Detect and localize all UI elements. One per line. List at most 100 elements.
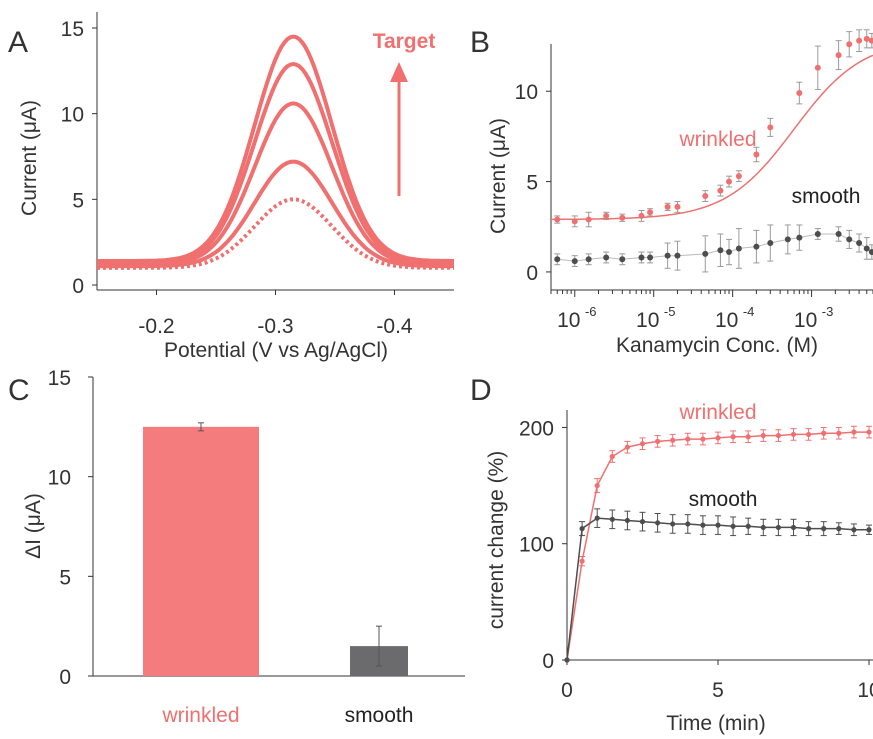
panel-c-ylabel: ΔI (μA) bbox=[22, 493, 45, 559]
panel-d-smooth-point bbox=[821, 526, 827, 532]
panel-b-smooth-point bbox=[856, 240, 863, 247]
panel-b-wrinkled-point bbox=[767, 124, 774, 131]
panel-d-smooth-point bbox=[745, 523, 751, 529]
panel-d-wrinkled-line bbox=[566, 431, 869, 661]
panel-b-wrinkled-point bbox=[603, 212, 610, 219]
panel-b-smooth-point bbox=[619, 256, 626, 263]
panel-d-wrinkled-point bbox=[821, 430, 827, 436]
panel-b-smooth-point bbox=[717, 247, 724, 254]
panel-b-wrinkled-label: wrinkled bbox=[678, 128, 756, 151]
panel-d: 0 100 200 0 5 10 bbox=[519, 410, 873, 702]
panel-d-wrinkled-point bbox=[760, 432, 766, 439]
panel-d-smooth-point bbox=[775, 524, 782, 531]
panel-d-smooth-point bbox=[760, 524, 766, 531]
panel-b-smooth-point bbox=[814, 230, 821, 237]
panel-d-wrinkled-point bbox=[806, 431, 812, 438]
panel-d-ylabel: current change (%) bbox=[485, 451, 508, 630]
panel-d-wrinkled-point bbox=[639, 441, 646, 447]
panel-d-xtick-label: 0 bbox=[561, 679, 573, 702]
panel-b-smooth-point bbox=[664, 252, 671, 259]
panel-d-wrinkled-point bbox=[851, 429, 857, 435]
panel-d-wrinkled-point bbox=[836, 430, 842, 436]
panel-a-ytick-label: 5 bbox=[72, 189, 84, 212]
panel-d-wrinkled-point bbox=[609, 453, 615, 460]
panel-a-ytick-label: 0 bbox=[72, 275, 84, 298]
panel-letter-d: D bbox=[470, 374, 492, 407]
panel-d-smooth-point bbox=[655, 520, 661, 526]
panel-c-category-label-wrinkled: wrinkled bbox=[161, 704, 239, 727]
panel-a-target-annotation: Target bbox=[373, 30, 436, 53]
panel-b-wrinkled-point bbox=[863, 35, 870, 42]
panel-b-smooth-point bbox=[868, 249, 873, 256]
panel-d-ytick-label: 0 bbox=[542, 650, 554, 673]
panel-b-wrinkled-point bbox=[726, 178, 733, 185]
panel-d-smooth-point bbox=[594, 515, 600, 521]
panel-a-voltammogram-1 bbox=[97, 197, 455, 270]
panel-d-smooth-point bbox=[730, 523, 736, 529]
panel-b-wrinkled-fit-line bbox=[551, 54, 873, 221]
panel-d-smooth-point bbox=[866, 527, 872, 533]
panel-d-wrinkled-point bbox=[700, 436, 706, 442]
panel-d-smooth-point bbox=[639, 519, 646, 525]
panel-d-wrinkled-point bbox=[775, 432, 782, 439]
panel-d-wrinkled-point bbox=[579, 558, 585, 564]
panel-d-smooth-point bbox=[715, 522, 721, 528]
panel-b-wrinkled-point bbox=[796, 90, 803, 97]
panel-b-smooth-point bbox=[735, 245, 742, 252]
panel-a-xtick-label: -0.3 bbox=[257, 315, 293, 338]
panel-b-smooth-point bbox=[863, 245, 870, 252]
panel-d-smooth-point bbox=[670, 521, 676, 527]
panel-d-smooth-point bbox=[624, 517, 631, 524]
panel-b-smooth-point bbox=[753, 243, 760, 250]
panel-b-smooth-point bbox=[726, 249, 733, 256]
panel-b-wrinkled-point bbox=[717, 187, 724, 194]
panel-b-wrinkled-point bbox=[856, 37, 863, 44]
panel-c-ytick-label: 0 bbox=[59, 666, 71, 689]
panel-d-wrinkled-point bbox=[685, 436, 691, 442]
panel-a-xlabel: Potential (V vs Ag/AgCl) bbox=[164, 339, 388, 362]
panel-b-wrinkled-point bbox=[735, 173, 742, 180]
panel-b-xtick-exponent: -3 bbox=[822, 304, 834, 319]
panel-b-smooth-point bbox=[647, 254, 654, 261]
panel-d-wrinkled-point bbox=[745, 434, 751, 440]
panel-d-smooth-point bbox=[564, 657, 570, 663]
panel-b-smooth-point bbox=[784, 236, 791, 243]
panel-d-wrinkled-point bbox=[624, 444, 631, 450]
panel-c-ytick-label: 10 bbox=[48, 467, 71, 490]
panel-a: 0 5 10 15 -0.2 -0.3 -0.4 bbox=[61, 12, 455, 338]
panel-b-xtick-exponent: -6 bbox=[585, 304, 597, 319]
panel-b-smooth-point bbox=[767, 240, 774, 247]
panel-a-xtick-label: -0.2 bbox=[138, 315, 174, 338]
panel-b-wrinkled-point bbox=[638, 212, 645, 219]
panel-a-xtick-label: -0.4 bbox=[376, 315, 413, 338]
panel-c-bar-wrinkled bbox=[143, 426, 259, 676]
panel-b-ylabel: Current (μA) bbox=[487, 118, 510, 234]
panel-letter-a: A bbox=[8, 26, 28, 59]
panel-d-xtick-label: 10 bbox=[857, 679, 873, 702]
panel-d-wrinkled-point bbox=[594, 482, 600, 489]
panel-d-ytick-label: 200 bbox=[519, 417, 554, 440]
panel-b-xtick-label: 10 bbox=[636, 309, 659, 332]
panel-b-ytick-label: 5 bbox=[526, 172, 538, 195]
panel-d-smooth-point bbox=[609, 516, 615, 522]
panel-b-smooth-label: smooth bbox=[792, 185, 861, 208]
panel-d-smooth-point bbox=[806, 526, 812, 532]
panel-c-ytick-label: 15 bbox=[48, 367, 71, 390]
panel-b-smooth-point bbox=[796, 234, 803, 241]
panel-d-smooth-point bbox=[685, 521, 691, 527]
panel-d-smooth-point bbox=[851, 527, 857, 533]
panel-c-ytick-label: 5 bbox=[59, 566, 71, 589]
panel-b-ytick-label: 10 bbox=[515, 81, 538, 104]
target-arrow bbox=[390, 62, 408, 196]
panel-b-smooth-point bbox=[585, 256, 592, 263]
panel-d-wrinkled-point bbox=[715, 435, 721, 441]
panel-b-smooth-point bbox=[554, 256, 561, 263]
panel-d-wrinkled-point bbox=[790, 431, 797, 438]
panel-d-smooth-point bbox=[700, 522, 706, 528]
panel-b-smooth-point bbox=[702, 250, 709, 257]
panel-d-smooth-point bbox=[836, 526, 842, 532]
panel-d-ytick-label: 100 bbox=[519, 534, 554, 557]
panel-c: 0 5 10 15 wrinkled smooth bbox=[48, 367, 465, 727]
panel-letter-b: B bbox=[470, 26, 490, 59]
